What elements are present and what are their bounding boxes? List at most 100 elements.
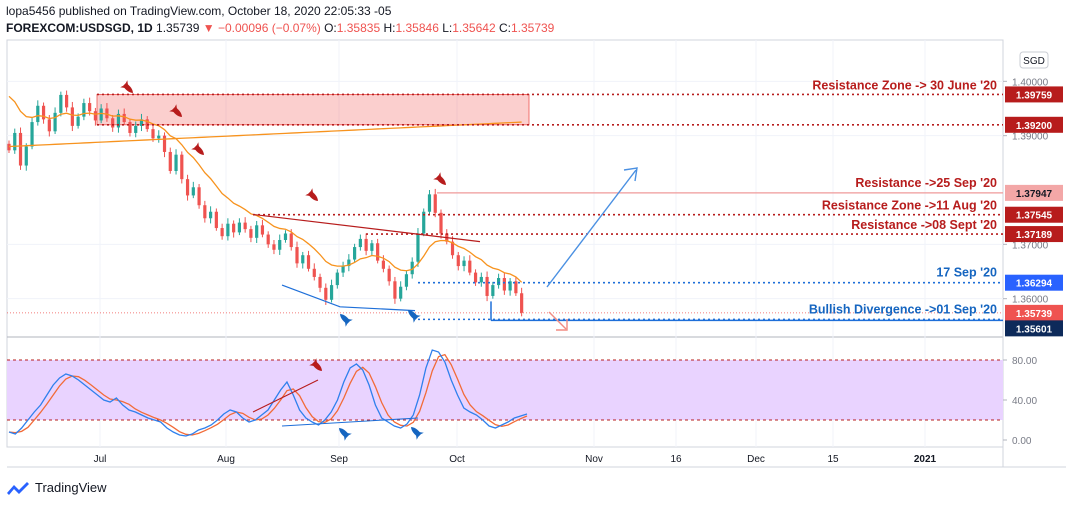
candle-body bbox=[502, 278, 506, 291]
candle-body bbox=[439, 212, 443, 234]
price-label-text: 1.36294 bbox=[1016, 279, 1053, 290]
candle-body bbox=[433, 194, 437, 213]
candle-body bbox=[364, 238, 368, 251]
bearish-arrow-head bbox=[556, 319, 568, 331]
price-label-text: 1.35601 bbox=[1016, 324, 1053, 335]
stoch-divergence-line bbox=[252, 379, 319, 413]
y-tick-label: 1.39000 bbox=[1012, 132, 1049, 143]
candle-body bbox=[88, 103, 92, 112]
candle-body bbox=[36, 105, 40, 123]
price-label-text: 1.39200 bbox=[1016, 121, 1053, 132]
candle-body bbox=[249, 229, 253, 238]
candle-body bbox=[410, 261, 414, 275]
rocket-fin bbox=[433, 172, 441, 180]
candle-body bbox=[335, 272, 339, 286]
rocket-body bbox=[312, 361, 322, 371]
candle-body bbox=[214, 211, 218, 229]
rocket-up-icon bbox=[339, 428, 352, 441]
x-tick-label: Aug bbox=[217, 454, 235, 465]
candle-body bbox=[122, 113, 126, 123]
candle-body bbox=[473, 272, 478, 283]
y-tick-label: 1.40000 bbox=[1012, 77, 1049, 88]
candle-body bbox=[47, 119, 51, 132]
candle-body bbox=[289, 233, 293, 248]
y-tick-label: 1.37000 bbox=[1012, 240, 1049, 251]
candle-body bbox=[226, 223, 230, 237]
candle-body bbox=[381, 260, 385, 269]
candle-body bbox=[347, 259, 351, 267]
price-change-value: −0.00096 (−0.07%) bbox=[217, 21, 321, 35]
candle-body bbox=[191, 187, 195, 196]
close-label: C: bbox=[498, 21, 511, 35]
signal-icons bbox=[120, 80, 446, 441]
candle-body bbox=[520, 293, 524, 313]
candle-body bbox=[318, 276, 322, 288]
candle-body bbox=[324, 287, 328, 300]
price-label-text: 1.37189 bbox=[1016, 230, 1053, 241]
candle-body bbox=[450, 241, 455, 256]
ma-slow-line bbox=[8, 121, 522, 148]
publish-info: lopa5456 published on TradingView.com, O… bbox=[6, 4, 392, 18]
candle-body bbox=[306, 255, 311, 269]
price-label-tag bbox=[1005, 184, 1063, 201]
candle-body bbox=[65, 94, 69, 108]
price-label-tag bbox=[1005, 320, 1063, 337]
rocket-body bbox=[411, 427, 421, 437]
rocket-body bbox=[436, 175, 446, 185]
low-label: L: bbox=[442, 21, 453, 35]
candle-body bbox=[514, 281, 518, 294]
x-tick-label: Nov bbox=[585, 454, 603, 465]
resistance-trendline bbox=[252, 213, 481, 243]
price-label-tag bbox=[1005, 304, 1063, 321]
x-tick-label: Jul bbox=[94, 454, 107, 465]
candle-body bbox=[312, 268, 316, 277]
candle-body bbox=[59, 94, 63, 113]
candle-body bbox=[203, 205, 207, 219]
stoch-k-line bbox=[8, 349, 528, 437]
symbol-label[interactable]: FOREXCOM:USDSGD, 1D bbox=[6, 21, 153, 35]
rocket-body bbox=[408, 310, 418, 320]
candle-body bbox=[404, 274, 409, 287]
candle-body bbox=[376, 243, 380, 261]
rocket-down-icon bbox=[305, 188, 318, 201]
open-value: 1.35835 bbox=[336, 21, 381, 35]
candle-body bbox=[485, 276, 489, 296]
candle-body bbox=[151, 129, 155, 139]
price-change: ▼ −0.00096 (−0.07%) bbox=[202, 21, 321, 35]
candle-body bbox=[139, 119, 144, 126]
candle-body bbox=[105, 108, 109, 119]
rocket-fin bbox=[120, 80, 128, 88]
candle-body bbox=[353, 247, 357, 260]
rocket-body bbox=[340, 314, 350, 324]
annotation-text: Bullish Divergence ->01 Sep '20 bbox=[809, 302, 997, 316]
x-tick-label: 16 bbox=[670, 454, 682, 465]
price-label-tag bbox=[1005, 274, 1063, 291]
candle-body bbox=[76, 116, 80, 126]
x-tick-label: Sep bbox=[330, 454, 348, 465]
footer-brand[interactable]: TradingView bbox=[6, 480, 107, 495]
candle-body bbox=[416, 233, 420, 262]
candle-body bbox=[174, 154, 178, 171]
candle-body bbox=[272, 244, 276, 250]
brand-label: TradingView bbox=[35, 480, 107, 495]
candle-body bbox=[41, 105, 46, 120]
x-tick-label: Oct bbox=[449, 454, 465, 465]
candle-body bbox=[393, 281, 397, 299]
candle-body bbox=[82, 103, 86, 117]
ma-fast-line bbox=[8, 95, 523, 283]
stoch-tick-label: 40.00 bbox=[1012, 396, 1037, 407]
price-label-tag bbox=[1005, 206, 1063, 223]
resistance-zone-june bbox=[96, 94, 530, 126]
candle-body bbox=[162, 135, 167, 152]
candle-body bbox=[93, 111, 97, 121]
currency-button[interactable]: SGD bbox=[1019, 51, 1049, 69]
rocket-fin bbox=[345, 319, 353, 327]
rocket-fin bbox=[191, 142, 199, 150]
rocket-up-icon bbox=[408, 310, 421, 323]
price-label-text: 1.37545 bbox=[1016, 211, 1053, 222]
high-value: 1.35846 bbox=[395, 21, 439, 35]
candle-body bbox=[387, 268, 391, 282]
rocket-fin bbox=[413, 315, 421, 323]
stoch-tick-label: 0.00 bbox=[1012, 436, 1032, 447]
